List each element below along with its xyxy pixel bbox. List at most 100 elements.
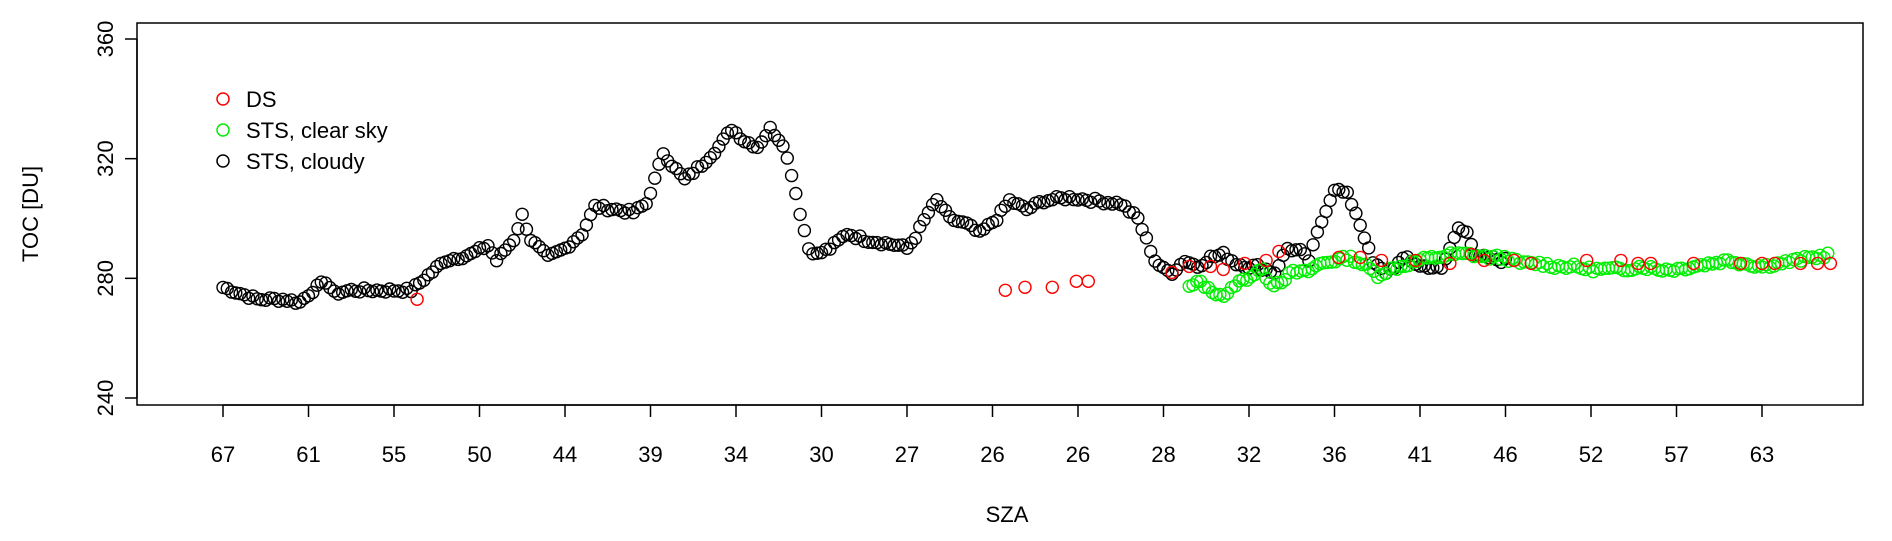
sts-cloudy-point	[1058, 192, 1072, 207]
ds-point	[1272, 244, 1286, 259]
sts-cloudy-point	[605, 202, 619, 217]
ds-point	[1165, 265, 1179, 280]
sts-cloudy-point	[707, 146, 722, 161]
sts-cloudy-point	[1361, 241, 1376, 255]
x-tick-label: 34	[724, 442, 748, 467]
x-tick-label: 67	[211, 442, 235, 467]
sts-cloudy-point	[532, 239, 546, 254]
x-tick-label: 32	[1237, 442, 1261, 467]
sts-cloudy-point	[930, 192, 944, 207]
sts-cloudy-point	[485, 246, 499, 260]
sts-cloudy-point	[690, 160, 705, 174]
sts-cloudy-point	[733, 132, 747, 146]
sts-cloudy-point	[908, 231, 923, 246]
sts-cloudy-point	[1289, 243, 1303, 257]
ds-point	[1477, 253, 1491, 268]
sts-cloudy-point	[814, 245, 829, 260]
ds-point	[998, 283, 1012, 297]
sts-cloudy-point	[1306, 238, 1320, 252]
sts-cloudy-point	[802, 242, 816, 256]
sts-cloudy-point	[1297, 247, 1312, 261]
x-tick-label: 41	[1408, 442, 1432, 467]
sts-clear-sky-point	[1432, 250, 1446, 265]
x-tick-label: 46	[1493, 442, 1517, 467]
sts-cloudy-point	[477, 241, 491, 256]
sts-cloudy-point	[1015, 199, 1030, 213]
ds-point	[1614, 253, 1628, 268]
x-tick-label: 30	[809, 442, 833, 467]
sts-cloudy-point	[784, 168, 799, 183]
ds-point	[1216, 262, 1231, 277]
sts-cloudy-point	[1066, 192, 1081, 207]
sts-cloudy-point	[237, 288, 252, 302]
ds-point	[410, 292, 424, 306]
y-tick-label: 240	[93, 380, 118, 417]
sts-cloudy-point	[306, 285, 320, 300]
sts-clear-sky-point	[1394, 259, 1408, 273]
sts-cloudy-point	[229, 286, 243, 300]
sts-clear-sky-point	[1390, 262, 1404, 276]
sts-cloudy-point	[353, 285, 367, 299]
sts-cloudy-point	[1203, 249, 1218, 263]
x-tick-label: 28	[1151, 442, 1175, 467]
sts-cloudy-point	[502, 238, 517, 252]
sts-cloudy-point	[318, 276, 333, 290]
sts-cloudy-point	[592, 201, 606, 215]
sts-cloudy-point	[823, 242, 837, 256]
sts-cloudy-point	[1139, 231, 1154, 245]
sts-cloudy-point	[1002, 193, 1017, 207]
sts-clear-sky-point	[1532, 255, 1547, 270]
sts-cloudy-point	[793, 207, 807, 222]
sts-cloudy-point	[1353, 218, 1367, 233]
y-axis-label: TOC [DU]	[18, 166, 43, 262]
sts-cloudy-point	[643, 186, 658, 201]
sts-clear-sky-point	[1278, 273, 1293, 287]
ds-point	[1332, 250, 1346, 265]
sts-cloudy-point	[925, 197, 940, 212]
x-tick-label: 26	[1066, 442, 1090, 467]
sts-cloudy-point	[806, 247, 820, 261]
ds-point	[1768, 256, 1782, 271]
sts-cloudy-point	[853, 229, 867, 243]
sts-cloudy-point	[566, 235, 581, 249]
sts-cloudy-point	[507, 233, 521, 248]
sts-cloudy-point	[1276, 248, 1290, 263]
ds-point	[1203, 259, 1218, 274]
legend-label-ds: DS	[246, 87, 277, 112]
sts-clear-sky-point	[1324, 255, 1339, 269]
sts-cloudy-point	[310, 278, 324, 292]
ds-point	[1631, 256, 1645, 271]
sts-cloudy-point	[1349, 206, 1363, 220]
sts-cloudy-point	[1148, 254, 1162, 268]
sts-clear-sky-point	[1270, 275, 1285, 290]
sts-clear-sky-point	[1255, 262, 1270, 276]
sts-cloudy-point	[323, 280, 337, 295]
sts-cloudy-point	[921, 205, 936, 220]
x-axis: 67 61 55 50 44 39 34 30 27 26 26 28 32 36 41 46 52 57 63	[211, 404, 1774, 467]
ds-point	[1259, 253, 1273, 268]
sts-cloudy-point	[301, 289, 316, 303]
sts-cloudy-point	[263, 291, 277, 305]
ds-point	[1810, 256, 1825, 271]
sts-cloudy-point	[648, 171, 662, 185]
sts-cloudy-point	[1045, 192, 1060, 207]
sts-cloudy-point	[1062, 189, 1077, 204]
x-axis-label: SZA	[986, 502, 1029, 527]
sts-cloudy-point	[844, 228, 859, 243]
sts-cloudy-point	[1092, 194, 1107, 208]
legend-marker-sts-clear	[216, 123, 230, 137]
sts-cloudy-point	[819, 242, 833, 257]
legend-label-sts-cloudy: STS, cloudy	[246, 149, 365, 174]
series-ds	[410, 244, 1838, 306]
ds-point	[1579, 253, 1594, 268]
sts-cloudy-point	[447, 251, 461, 266]
sts-cloudy-point	[712, 139, 726, 154]
ds-point	[1686, 256, 1701, 271]
sts-cloudy-point	[489, 254, 504, 268]
sts-clear-sky-point	[1782, 255, 1797, 270]
sts-cloudy-point	[511, 221, 525, 236]
ds-point	[1524, 256, 1538, 271]
ds-point	[1237, 256, 1252, 271]
ds-point	[1733, 256, 1748, 271]
